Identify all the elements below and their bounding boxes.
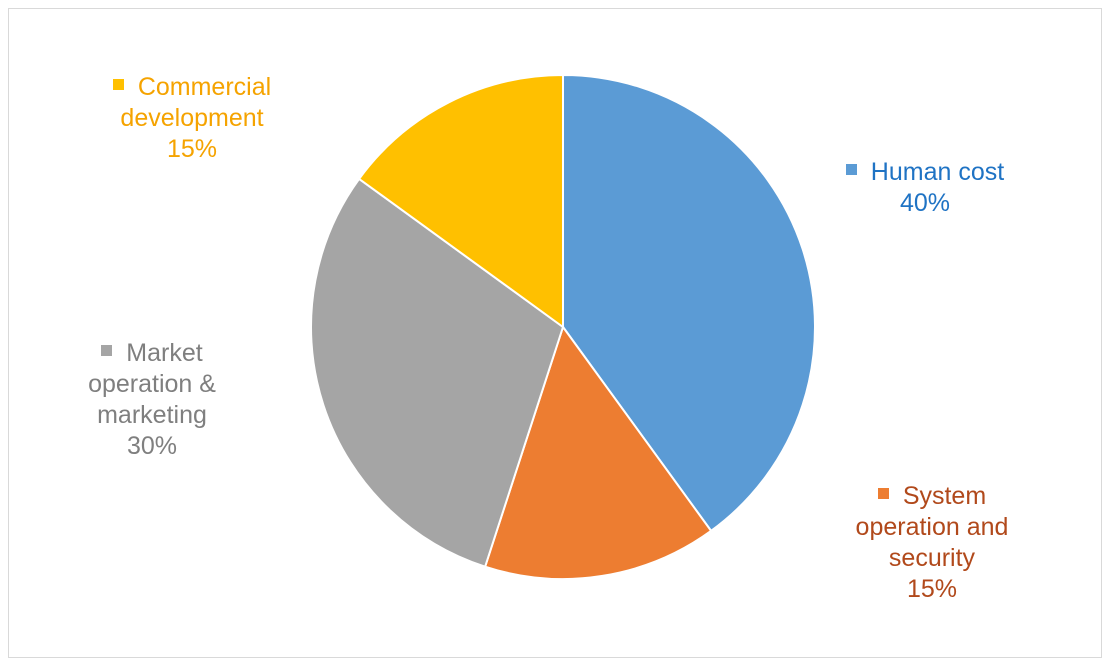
data-label-line: System bbox=[812, 481, 1052, 512]
data-label-text: 40% bbox=[899, 189, 951, 217]
data-label-text: development bbox=[120, 104, 264, 132]
data-label-text: 15% bbox=[906, 575, 958, 603]
data-label-text: 15% bbox=[166, 135, 218, 163]
data-label-line: 30% bbox=[32, 431, 272, 462]
data-label-line: operation & bbox=[32, 369, 272, 400]
pie-slice-3 bbox=[357, 73, 564, 329]
data-label-3: Commercial development 15% bbox=[72, 72, 312, 165]
data-label-text: operation & bbox=[88, 370, 216, 398]
data-label-line: security bbox=[812, 543, 1052, 574]
pie-slice-0 bbox=[562, 73, 816, 533]
data-label-line: operation and bbox=[812, 512, 1052, 543]
data-label-text: security bbox=[888, 544, 976, 572]
legend-marker bbox=[845, 164, 857, 175]
data-label-line: Commercial bbox=[72, 72, 312, 103]
pie-slice-2 bbox=[310, 177, 565, 568]
legend-marker bbox=[112, 79, 124, 90]
data-label-text: Commercial bbox=[137, 73, 272, 101]
data-label-text: Market bbox=[126, 339, 203, 367]
data-label-0: Human cost 40% bbox=[805, 157, 1045, 219]
data-label-line: 15% bbox=[72, 134, 312, 165]
pie-slice-1 bbox=[483, 324, 713, 581]
pie-slices bbox=[310, 73, 816, 581]
data-label-text: operation and bbox=[855, 513, 1009, 541]
legend-marker bbox=[877, 488, 889, 499]
data-label-text: 30% bbox=[126, 432, 178, 460]
data-label-line: 15% bbox=[812, 574, 1052, 605]
data-label-line: Human cost bbox=[805, 157, 1045, 188]
data-label-line: Market bbox=[32, 338, 272, 369]
data-label-text: System bbox=[902, 482, 987, 510]
legend-marker bbox=[101, 345, 113, 356]
data-label-text: Human cost bbox=[870, 158, 1005, 186]
data-label-line: development bbox=[72, 103, 312, 134]
data-label-2: Market operation & marketing 30% bbox=[32, 338, 272, 462]
data-label-1: System operation and security 15% bbox=[812, 481, 1052, 605]
data-label-line: marketing bbox=[32, 400, 272, 431]
data-label-line: 40% bbox=[805, 188, 1045, 219]
data-label-text: marketing bbox=[97, 401, 207, 429]
